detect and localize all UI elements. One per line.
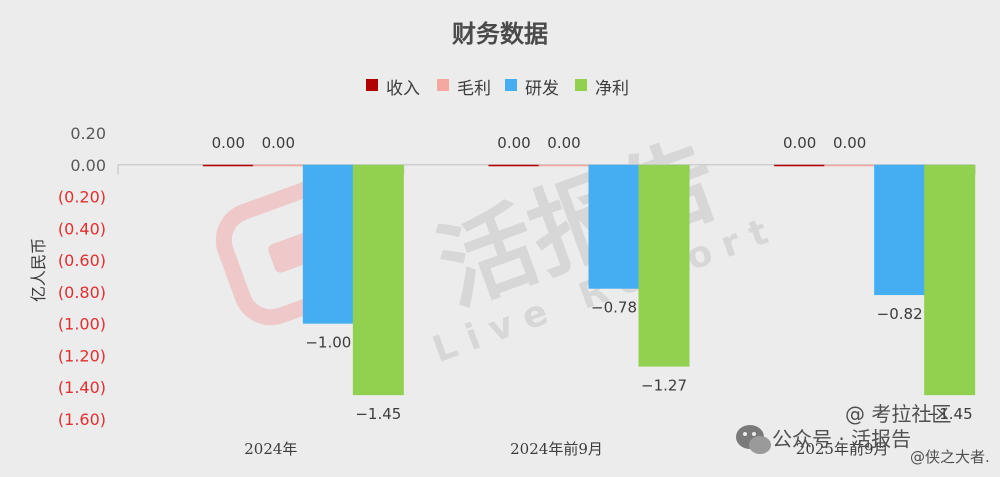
legend-label: 收入 [386, 79, 420, 99]
bar [824, 164, 876, 167]
bar [774, 164, 826, 167]
y-tick-label: (0.20) [58, 188, 106, 207]
community-text: @ 考拉社区 [845, 402, 951, 426]
data-label: −0.82 [877, 305, 923, 323]
legend-swatch [575, 79, 587, 91]
wechat-icon [736, 425, 771, 454]
data-label: 0.00 [547, 134, 580, 152]
y-axis-label: 亿人民币 [29, 238, 48, 302]
data-label: 0.00 [497, 134, 530, 152]
y-tick-label: (0.80) [58, 283, 106, 302]
data-label: 0.00 [262, 134, 295, 152]
y-tick-label: (1.40) [58, 378, 106, 397]
bar [588, 164, 640, 289]
y-tick-label: (1.00) [58, 315, 106, 334]
data-label: −1.45 [355, 405, 401, 423]
bar [538, 164, 590, 167]
data-label: −1.00 [305, 334, 351, 352]
y-tick-label: (0.60) [58, 251, 106, 270]
social-overlay: 公众号 · 活报告 @ 考拉社区 @侠之大者. [736, 402, 990, 466]
bar [202, 164, 254, 167]
y-axis: 0.20 0.00 (0.20) (0.40) (0.60) (0.80) (1.00) (1… [58, 124, 106, 429]
y-tick-label: 0.20 [70, 124, 106, 143]
chart-title: 财务数据 [452, 19, 548, 48]
data-label: −1.27 [641, 377, 687, 395]
data-label: 0.00 [783, 134, 816, 152]
bar [638, 164, 690, 367]
legend: 收入 毛利 研发 净利 [366, 79, 629, 99]
data-labels: 0.00 0.00 −1.00 −1.45 0.00 0.00 −0.78 −1.27 0.00… [212, 134, 973, 423]
legend-swatch [437, 79, 449, 91]
x-tick-label: 2024年前9月 [510, 440, 603, 458]
y-tick-label: (0.40) [58, 219, 106, 238]
bar [924, 164, 976, 396]
bar [488, 164, 540, 167]
x-axis: 2024年 2024年前9月 2025年前9月 [244, 440, 888, 458]
author-text: @侠之大者. [910, 448, 990, 466]
wechat-account-text: 公众号 · 活报告 [772, 427, 911, 451]
data-label: 0.00 [833, 134, 866, 152]
bar [252, 164, 304, 167]
legend-swatch [366, 79, 378, 91]
y-tick-label: (1.60) [58, 410, 106, 429]
data-label: 0.00 [212, 134, 245, 152]
y-tick-label: 0.00 [70, 156, 106, 175]
bars [202, 164, 976, 396]
y-tick-label: (1.20) [58, 346, 106, 365]
watermark: 活报告 Live Report [215, 122, 785, 371]
data-label: −1.45 [927, 405, 973, 423]
legend-label: 毛利 [457, 79, 491, 99]
legend-label: 净利 [595, 79, 629, 99]
data-label: −0.78 [591, 299, 637, 317]
bar [352, 164, 404, 396]
legend-swatch [505, 79, 517, 91]
bar [874, 164, 926, 296]
bar [302, 164, 354, 324]
legend-label: 研发 [525, 79, 559, 99]
x-tick-label: 2024年 [244, 440, 297, 458]
x-tick-label: 2025年前9月 [796, 440, 889, 458]
